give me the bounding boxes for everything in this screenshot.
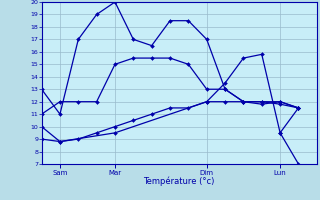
X-axis label: Température (°c): Température (°c) xyxy=(143,177,215,186)
